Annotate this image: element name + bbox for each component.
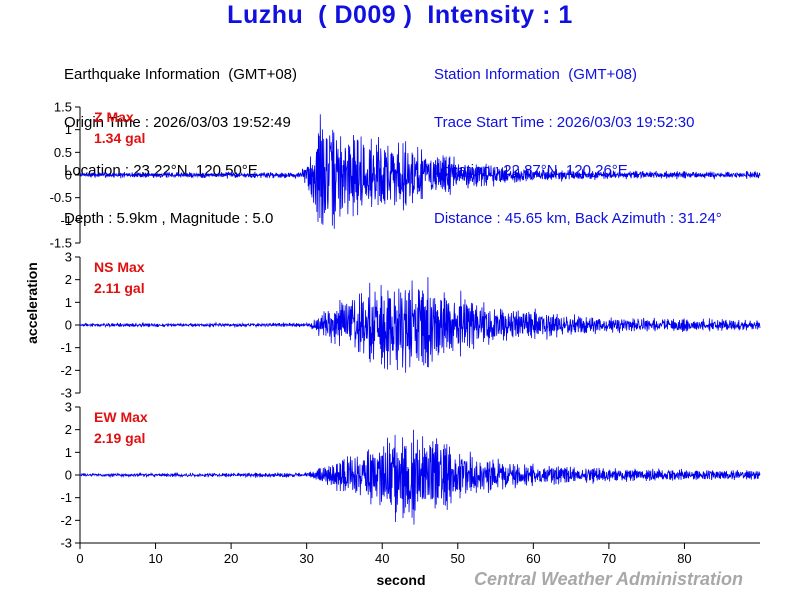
max-value-ew: 2.19 gal — [94, 430, 145, 446]
x-tick-label: 20 — [224, 551, 238, 566]
chart-title: Luzhu ( D009 ) Intensity : 1 — [0, 1, 800, 30]
y-tick-label: 3 — [65, 250, 72, 265]
y-tick-label: -1 — [60, 340, 72, 355]
x-axis-title: second — [376, 572, 425, 588]
y-tick-label: 0 — [65, 168, 72, 183]
y-tick-label: -2 — [60, 513, 72, 528]
y-tick-label: 1 — [65, 445, 72, 460]
depth-magnitude: Depth : 5.9km , Magnitude : 5.0 — [64, 210, 274, 227]
y-axis-title: acceleration — [24, 262, 40, 344]
station-distance: Distance : 45.65 km, Back Azimuth : 31.2… — [434, 210, 722, 227]
x-tick-label: 80 — [677, 551, 691, 566]
max-title-z: Z Max — [94, 109, 134, 125]
max-value-z: 1.34 gal — [94, 130, 145, 146]
y-tick-label: -3 — [60, 536, 72, 551]
station-info-heading: Station Information (GMT+08) — [434, 66, 637, 83]
y-tick-label: -0.5 — [50, 190, 72, 205]
y-tick-label: 2 — [65, 422, 72, 437]
station-info: Station Information (GMT+08) Trace Start… — [434, 35, 722, 243]
y-tick-label: 1.5 — [54, 100, 72, 115]
y-tick-label: 0 — [65, 318, 72, 333]
station-name: Luzhu — [227, 1, 304, 29]
station-code: ( D009 ) — [318, 1, 413, 29]
x-tick-label: 60 — [526, 551, 540, 566]
panel-ew: 3 2 1 0 -1 -2 -3 EW Max 2.19 gal — [60, 400, 761, 551]
x-tick-label: 40 — [375, 551, 389, 566]
waveform-ew — [79, 429, 761, 525]
y-tick-label: -2 — [60, 363, 72, 378]
x-tick-label: 70 — [602, 551, 616, 566]
x-tick-label: 0 — [76, 551, 83, 566]
y-tick-label: 3 — [65, 400, 72, 415]
y-tick-label: 1 — [65, 295, 72, 310]
y-tick-label: 2 — [65, 272, 72, 287]
y-tick-label: 0 — [65, 468, 72, 483]
y-tick-label: -1 — [60, 213, 72, 228]
y-tick-label: -3 — [60, 386, 72, 401]
origin-time: Origin Time : 2026/03/03 19:52:49 — [64, 114, 291, 131]
max-title-ew: EW Max — [94, 409, 148, 425]
x-tick-label: 30 — [299, 551, 313, 566]
max-title-ns: NS Max — [94, 259, 145, 275]
intensity-label: Intensity : 1 — [427, 1, 573, 29]
y-tick-label: -1 — [60, 490, 72, 505]
agency-credit: Central Weather Administration — [474, 569, 744, 589]
y-tick-label: 0.5 — [54, 145, 72, 160]
y-tick-label: -1.5 — [50, 236, 72, 251]
earthquake-info-heading: Earthquake Information (GMT+08) — [64, 66, 298, 83]
waveform-z — [79, 114, 761, 229]
max-value-ns: 2.11 gal — [94, 280, 145, 296]
trace-start-time: Trace Start Time : 2026/03/03 19:52:30 — [434, 114, 695, 131]
panel-z: 1.5 1 0.5 0 -0.5 -1 -1.5 Z Max 1.34 gal — [50, 100, 761, 251]
waveform-ns — [79, 277, 761, 373]
y-tick-label: 1 — [65, 122, 72, 137]
x-tick-label: 10 — [148, 551, 162, 566]
panel-ns: 3 2 1 0 -1 -2 -3 NS Max 2.11 gal — [60, 250, 761, 401]
x-tick-label: 50 — [451, 551, 465, 566]
